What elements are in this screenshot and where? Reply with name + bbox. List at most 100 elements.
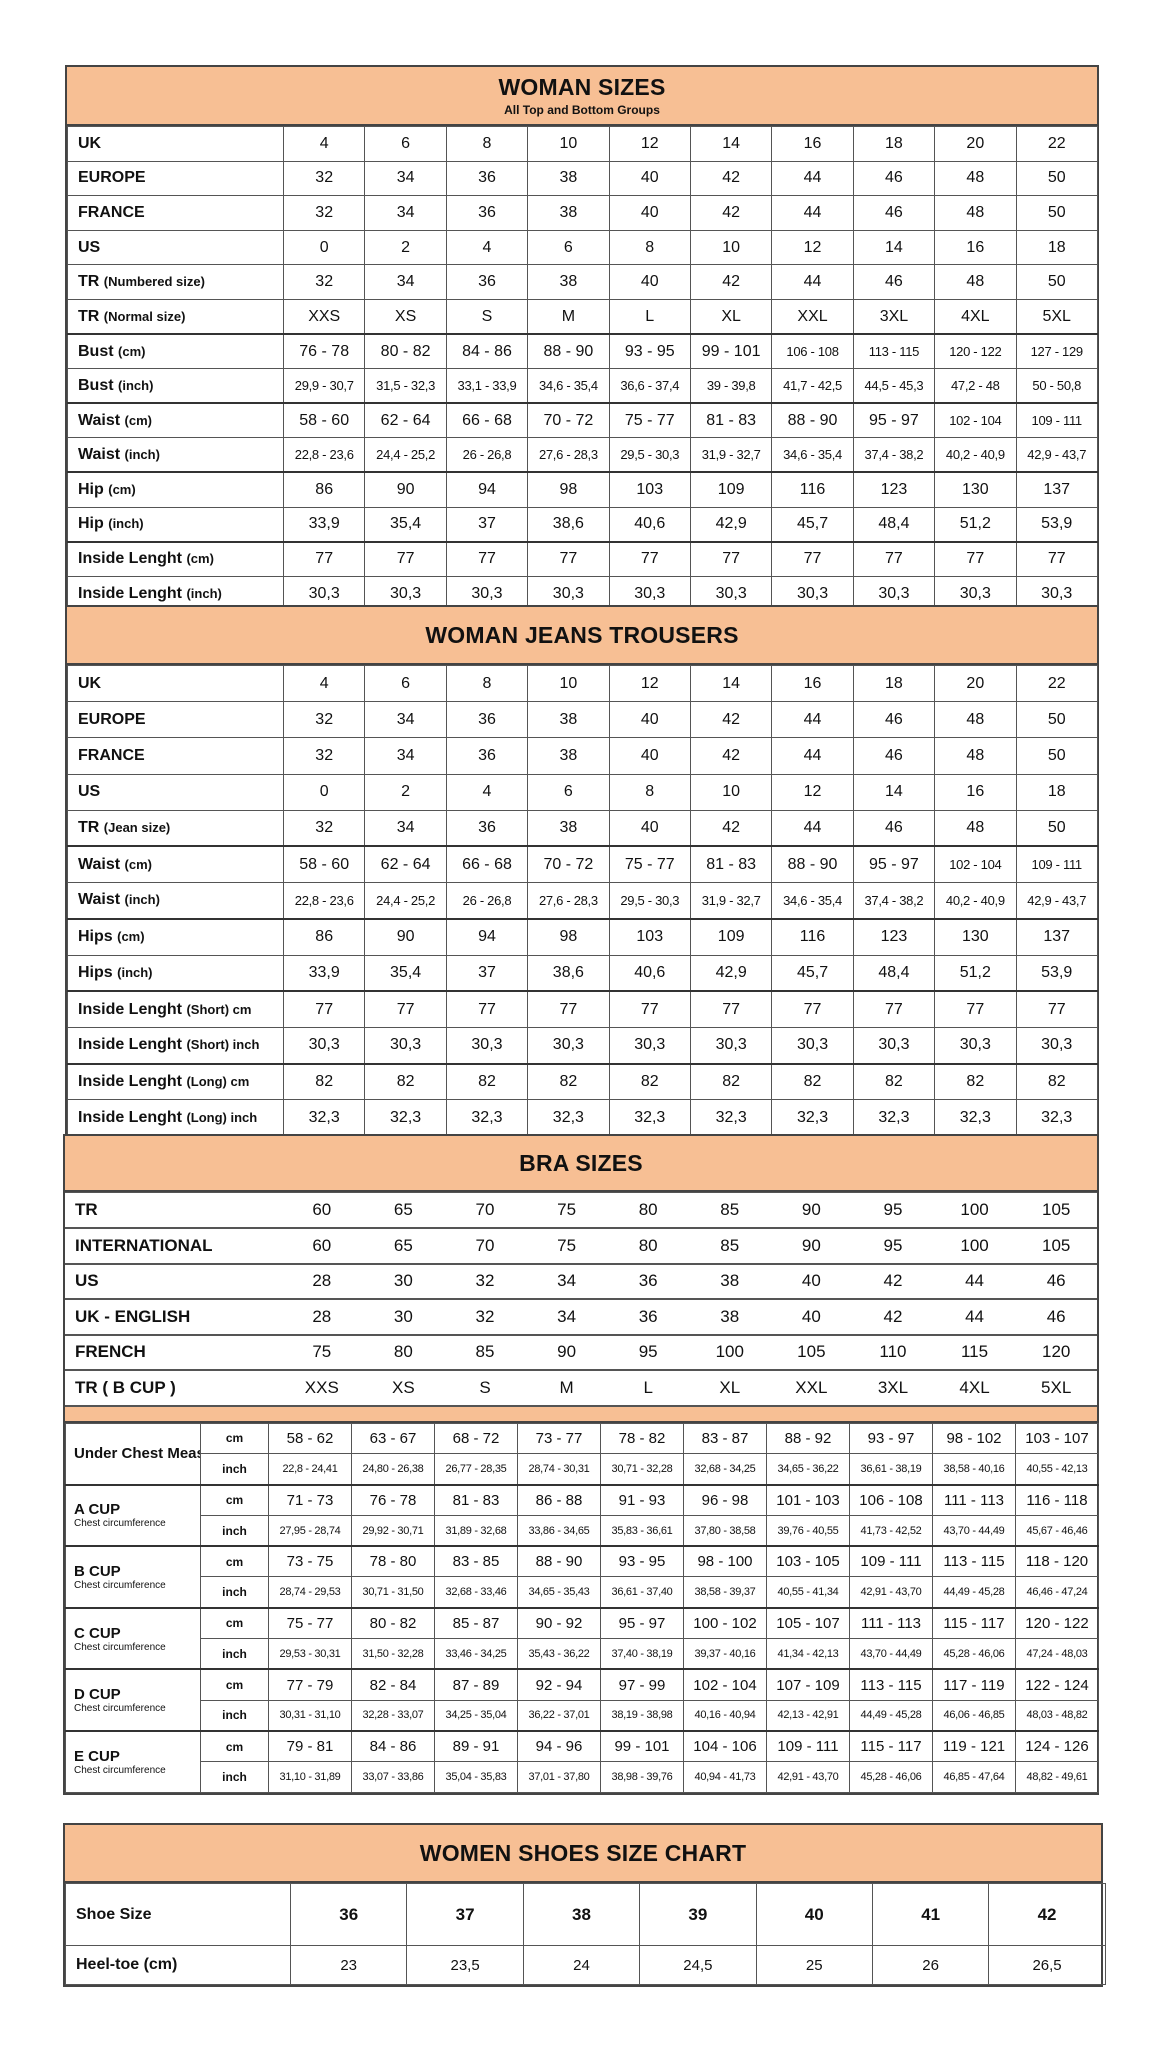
- size-cell: 38,6: [527, 954, 610, 992]
- unit-cm: cm: [200, 1606, 269, 1640]
- inch-cell: 29,92 - 30,71: [351, 1514, 435, 1547]
- size-cell: 77: [445, 990, 529, 1028]
- row-label: Heel-toe (cm): [65, 1945, 291, 1985]
- size-cell: 77: [689, 990, 773, 1028]
- size-cell: 42: [689, 160, 773, 197]
- size-cell: 30,3: [1015, 1026, 1098, 1065]
- cm-cell: 115 - 117: [849, 1729, 933, 1763]
- size-cell: 40: [608, 809, 691, 847]
- row-label: Hip (inch): [67, 506, 284, 543]
- row-label: Hips (inch): [67, 954, 284, 992]
- size-cell: 31,9 - 32,7: [689, 882, 773, 920]
- cm-cell: 75 - 77: [268, 1606, 352, 1640]
- row-label: INTERNATIONAL: [65, 1227, 281, 1265]
- size-cell: 80: [607, 1227, 689, 1265]
- shoe-cell: 25: [755, 1945, 873, 1985]
- inch-cell: 46,85 - 47,64: [932, 1761, 1016, 1794]
- size-cell: 2: [364, 229, 447, 266]
- row-label-unit: (cm): [118, 343, 146, 359]
- row-label: US: [67, 773, 284, 811]
- size-cell: 77: [1015, 540, 1098, 577]
- row-label: EUROPE: [67, 701, 284, 739]
- cup-row-inch: inch 30,31 - 31,10 32,28 - 33,07 34,25 - 35…: [66, 1699, 1099, 1732]
- size-cell: 38,6: [527, 506, 610, 543]
- cm-cell: 111 - 113: [849, 1606, 933, 1640]
- row-label-name: US: [78, 238, 101, 256]
- row-label-name: FRANCE: [78, 203, 145, 221]
- size-cell: 12: [608, 664, 691, 703]
- cup-row-inch: inch 28,74 - 29,53 30,71 - 31,50 32,68 - 33…: [66, 1576, 1099, 1609]
- shoe-cell: 36: [289, 1883, 408, 1946]
- size-cell: 46: [1015, 1298, 1097, 1336]
- row-label: EUROPE: [67, 160, 284, 197]
- size-cell: 75: [525, 1227, 608, 1265]
- size-cell: 40: [608, 160, 691, 197]
- size-cell: 38: [527, 195, 610, 231]
- table-row: EUROPE 32 34 36 38 40 42 44 46 48 50: [67, 160, 1098, 197]
- size-cell: 93 - 95: [608, 333, 691, 370]
- unit-cm: cm: [200, 1545, 269, 1578]
- size-cell: 4XL: [933, 1369, 1016, 1407]
- size-cell: 48,4: [852, 506, 936, 543]
- woman-sizes-grid: UK 4 6 8 10 12 14 16 18 20 22 EUROPE 32 34 36 38 40 42 4…: [67, 126, 1098, 612]
- size-cell: 94: [445, 471, 529, 508]
- row-label: Inside Lenght (Long) inch: [67, 1099, 284, 1137]
- size-cell: 130: [934, 471, 1017, 508]
- table-row: TR ( B CUP ) XXS XS S M L XL XXL 3XL 4XL 5XL: [65, 1369, 1097, 1407]
- size-cell: 41,7 - 42,5: [771, 368, 854, 404]
- size-cell: 50: [1015, 195, 1098, 231]
- size-cell: 77: [527, 990, 610, 1028]
- size-cell: 113 - 115: [852, 333, 936, 370]
- size-cell: 33,9: [282, 506, 366, 543]
- row-label-name: Bust: [78, 342, 114, 360]
- size-cell: M: [527, 298, 610, 335]
- unit-inch: inch: [200, 1699, 269, 1732]
- size-cell: 36: [445, 160, 529, 197]
- size-cell: 30,3: [771, 1026, 854, 1065]
- size-cell: XS: [362, 1369, 445, 1407]
- size-cell: 48: [934, 160, 1017, 197]
- woman-jeans-title: WOMAN JEANS TROUSERS: [425, 621, 739, 648]
- cm-cell: 95 - 97: [600, 1606, 684, 1640]
- size-cell: 42,9: [689, 954, 773, 992]
- size-cell: 37: [445, 506, 529, 543]
- cm-cell: 98 - 100: [683, 1545, 767, 1578]
- cm-cell: 119 - 121: [932, 1729, 1016, 1763]
- bra-sizes-grid: TR 60 65 70 75 80 85 90 95 100 105 INTERNATIONAL 60 6…: [65, 1192, 1097, 1407]
- size-cell: 29,5 - 30,3: [608, 437, 691, 473]
- row-label: US: [67, 229, 284, 266]
- row-label: Inside Lenght (Short) inch: [67, 1026, 284, 1065]
- size-cell: 42,9 - 43,7: [1015, 437, 1098, 473]
- inch-cell: 38,58 - 39,37: [683, 1576, 767, 1609]
- table-row: Hips (cm) 86 90 94 98 103 109 116 123 130 137: [67, 917, 1098, 956]
- cup-name: E CUP: [74, 1748, 120, 1766]
- size-cell: 137: [1015, 917, 1098, 956]
- inch-cell: 40,55 - 41,34: [766, 1576, 850, 1609]
- size-cell: 77: [1015, 990, 1098, 1028]
- unit-inch: inch: [200, 1453, 269, 1486]
- size-cell: 8: [608, 773, 691, 811]
- cup-description: Chest circumference: [74, 1579, 166, 1591]
- row-label-name: TR: [78, 819, 100, 837]
- row-label-name: EUROPE: [78, 169, 146, 187]
- cm-cell: 92 - 94: [517, 1668, 601, 1701]
- size-cell: 44: [771, 195, 854, 231]
- size-cell: 30,3: [282, 1026, 366, 1065]
- row-label-name: Waist: [78, 411, 121, 429]
- cup-row-cm: D CUP Chest circumference cm 77 - 79 82 - 84…: [65, 1668, 1099, 1732]
- size-cell: 95: [852, 1227, 934, 1265]
- cup-label: D CUP Chest circumference: [65, 1668, 201, 1732]
- inch-cell: 36,61 - 38,19: [849, 1453, 933, 1486]
- table-row: FRANCE 32 34 36 38 40 42 44 46 48 50: [67, 195, 1098, 231]
- size-cell: 82: [689, 1062, 773, 1101]
- size-cell: 38: [527, 701, 610, 739]
- size-cell: 8: [608, 229, 691, 266]
- size-cell: 42: [852, 1298, 934, 1336]
- cm-cell: 109 - 111: [849, 1545, 933, 1578]
- size-cell: 127 - 129: [1015, 333, 1098, 370]
- size-cell: 80 - 82: [364, 333, 447, 370]
- size-cell: 105: [1015, 1192, 1097, 1229]
- table-row: Inside Lenght (Long) cm 82 82 82 82 82 82 82 82 8…: [67, 1062, 1098, 1101]
- size-cell: 28: [281, 1263, 363, 1300]
- cup-row-inch: inch 27,95 - 28,74 29,92 - 30,71 31,89 - 32…: [66, 1514, 1099, 1547]
